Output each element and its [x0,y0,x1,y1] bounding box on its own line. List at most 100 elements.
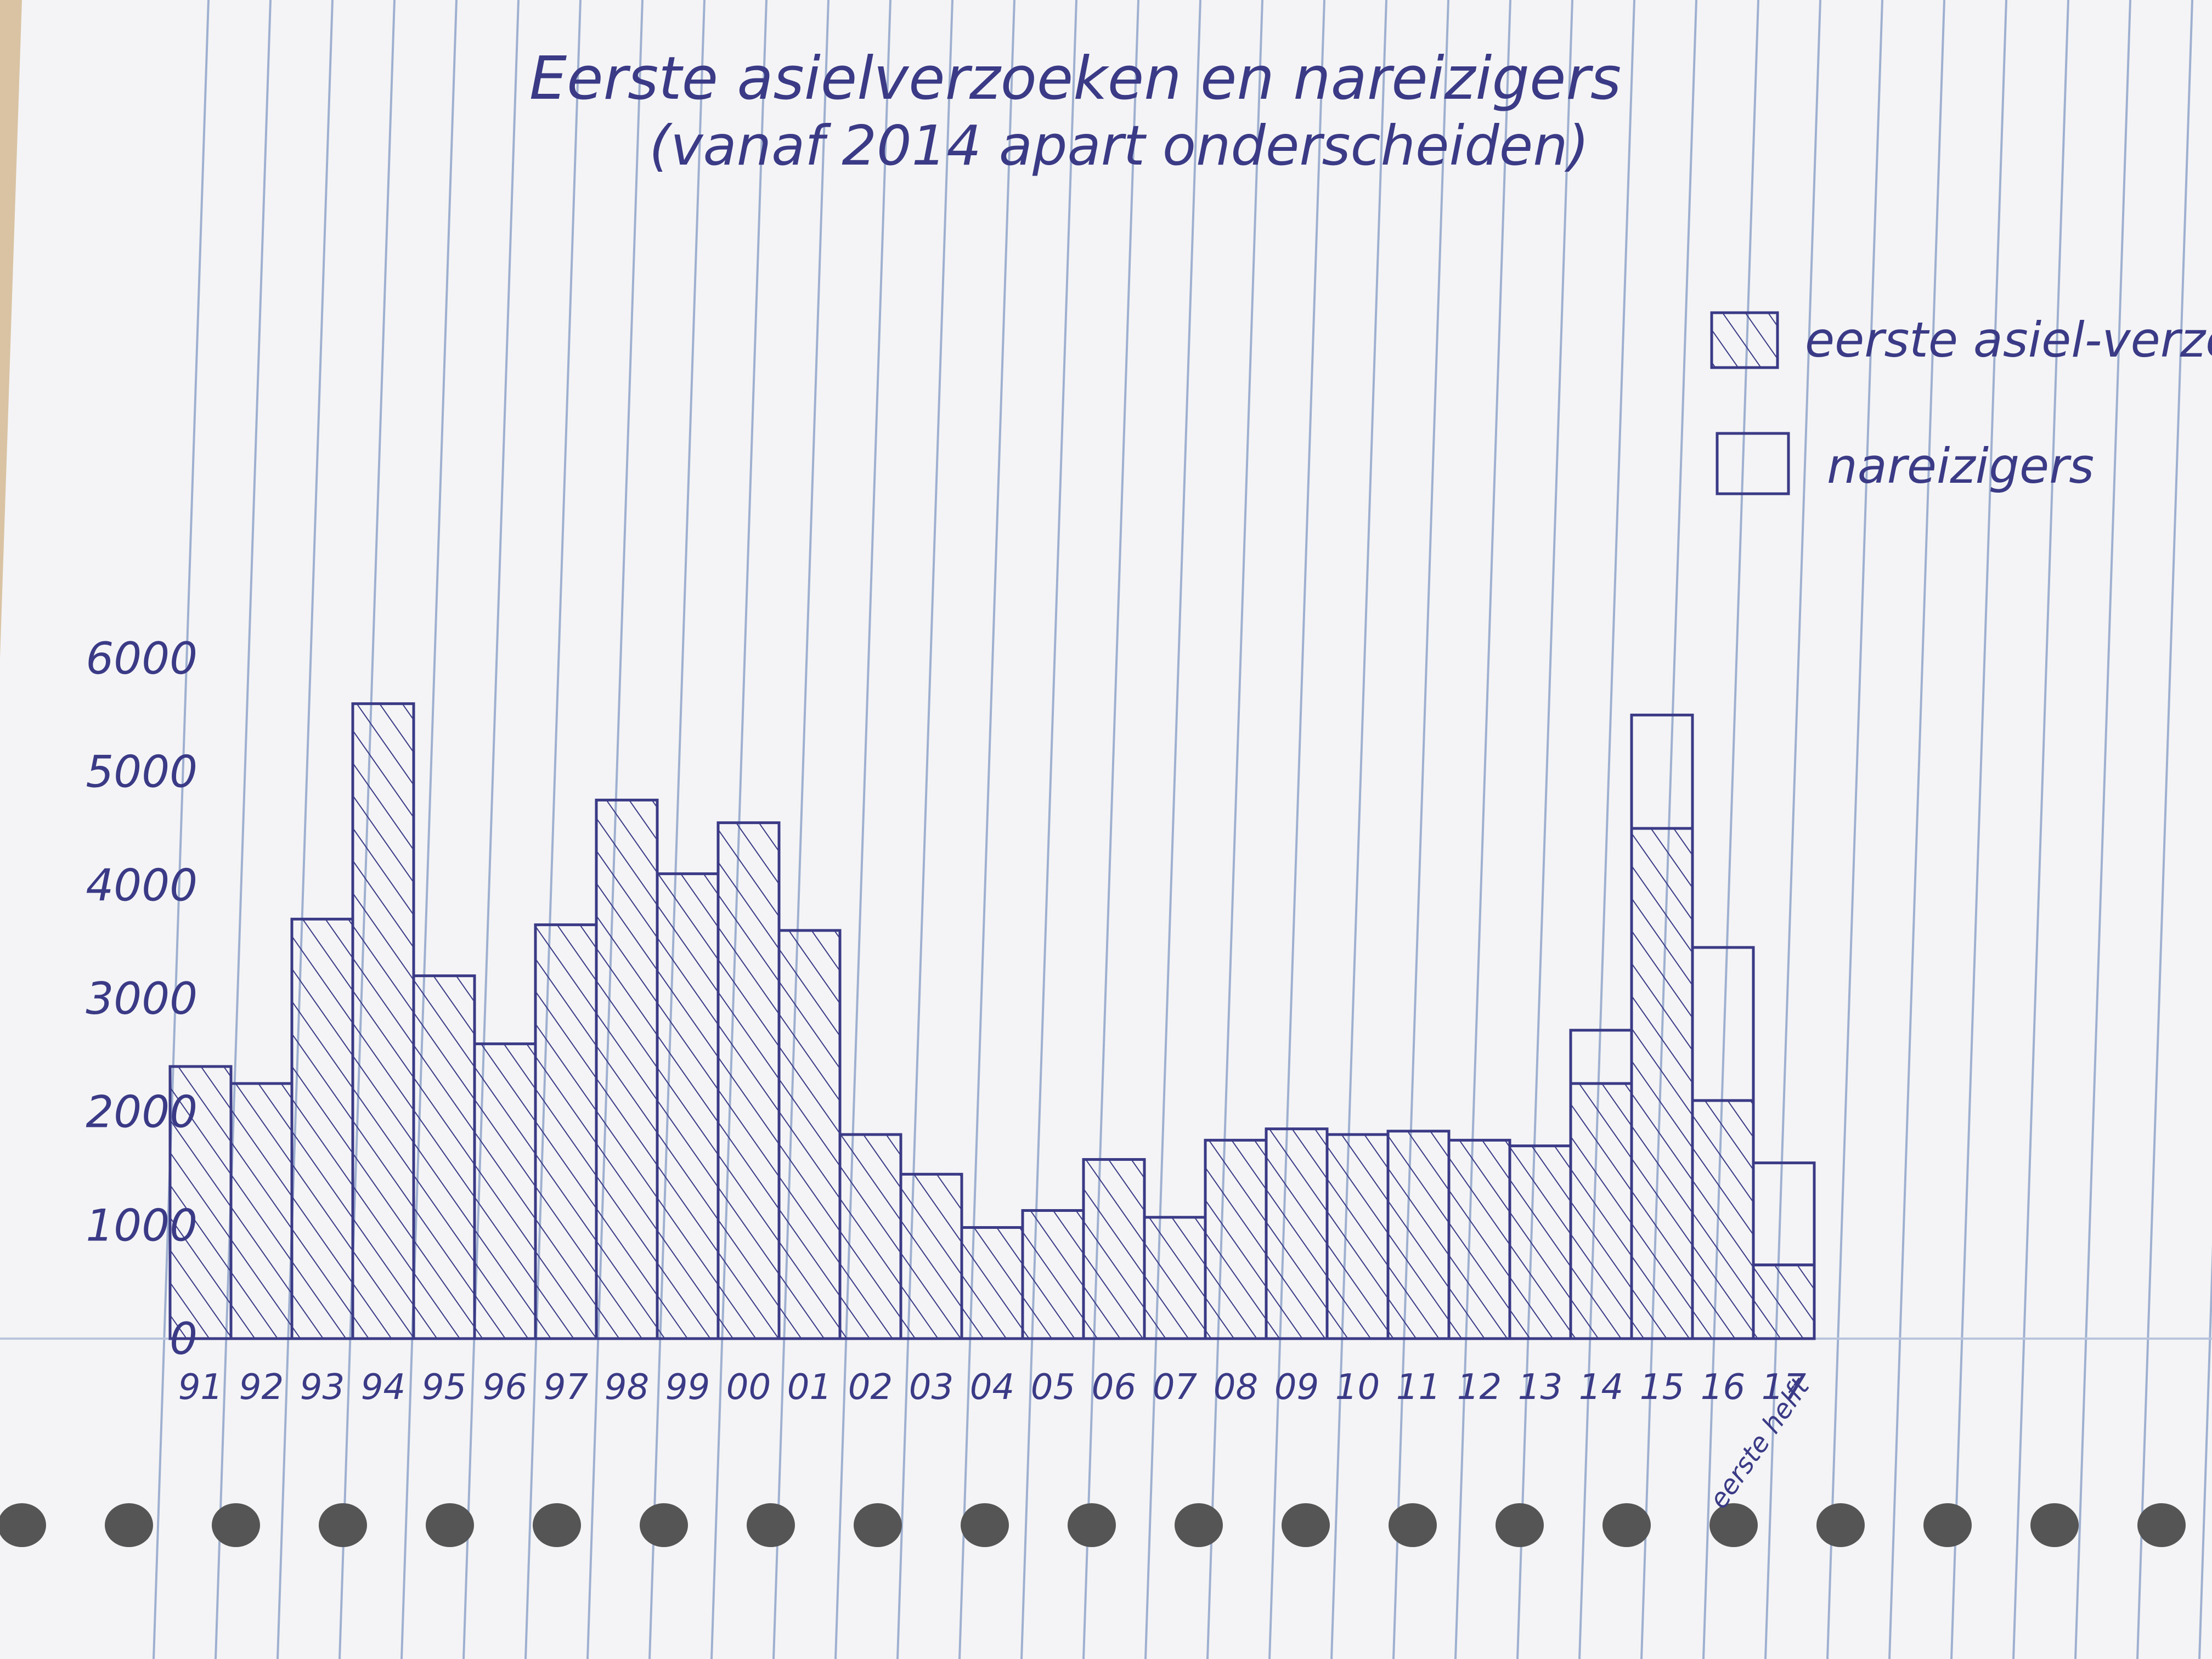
ruled-line [834,0,891,1659]
x-axis: 91 92 93 94 95 96 97 98 99 00 01 02 03 04 05 06 07 08 09 10… [170,1337,1814,1408]
binder-hole [854,1503,902,1547]
ruled-line [215,0,272,1659]
x-tick-label: 07 [1153,1367,1198,1408]
bar-eerste-asielverzoeken [777,929,842,1340]
bar-eerste-asielverzoeken [595,798,659,1340]
ruled-line [1206,0,1263,1659]
x-tick-label: 98 [605,1367,649,1408]
x-tick-label: 11 [1396,1367,1441,1408]
bar-nareizigers [1630,713,1694,830]
y-tick-label: 4000 [86,860,198,911]
ruled-line [1330,0,1387,1659]
legend-swatch-hatched [1710,311,1779,369]
x-tick-label: 95 [422,1367,466,1408]
chart-subtitle: (vanaf 2014 apart onderscheiden) [649,114,1589,178]
x-tick-label: 97 [544,1367,589,1408]
ruled-line [1764,0,1821,1659]
bar-eerste-asielverzoeken [1325,1133,1390,1340]
bar-eerste-asielverzoeken [1752,1263,1816,1340]
y-tick-label: 6000 [86,633,198,684]
x-tick-label: 91 [178,1367,223,1408]
bar-nareizigers [1691,946,1755,1102]
x-tick-label: 15 [1640,1367,1684,1408]
bar-eerste-asielverzoeken [1447,1138,1511,1340]
bar-eerste-asielverzoeken [1630,827,1694,1340]
legend-label-nareizigers: nareizigers [1827,438,2094,494]
binder-hole [1175,1503,1223,1547]
ruled-line [958,0,1015,1659]
bar-eerste-asielverzoeken [1143,1216,1207,1340]
ruled-line [1392,0,1449,1659]
ruled-line [524,0,582,1659]
binder-hole [1923,1503,1972,1547]
x-tick-label: 93 [300,1367,345,1408]
ruled-line [153,0,210,1659]
ruled-line [1826,0,1883,1659]
x-tick-label: 09 [1274,1367,1319,1408]
bar-eerste-asielverzoeken [1569,1082,1633,1340]
x-tick-label: 16 [1701,1367,1745,1408]
ruled-line [462,0,520,1659]
binder-hole [0,1503,46,1547]
ruled-line [1082,0,1139,1659]
x-tick-label: 96 [483,1367,527,1408]
bar-eerste-asielverzoeken [473,1042,537,1340]
x-tick-label: 00 [726,1367,771,1408]
bar-eerste-asielverzoeken [1082,1158,1146,1340]
bar-eerste-asielverzoeken [290,917,354,1340]
x-tick-label: 12 [1457,1367,1502,1408]
bar-eerste-asielverzoeken [351,702,415,1340]
ruled-line [1702,0,1759,1659]
chart-title: Eerste asielverzoeken en nareizigers [529,44,1621,113]
binder-hole [1816,1503,1865,1547]
x-tick-label: 17 [1762,1367,1807,1408]
legend: eerste asiel-verzoeken nareizigers [1710,311,2212,495]
x-tick-label: 05 [1031,1367,1075,1408]
ruled-line [400,0,458,1659]
binder-hole [105,1503,153,1547]
ruled-line [1454,0,1511,1659]
binder-hole [426,1503,474,1547]
binder-hole [1068,1503,1116,1547]
bar-eerste-asielverzoeken [229,1082,294,1340]
ruled-line [2074,0,2131,1659]
bar-eerste-asielverzoeken [899,1172,963,1340]
bar-eerste-asielverzoeken [960,1226,1024,1340]
x-tick-label: 13 [1518,1367,1562,1408]
binder-hole [1602,1503,1651,1547]
ruled-line [1268,0,1325,1659]
bar-eerste-asielverzoeken [1508,1144,1572,1340]
legend-label-eerste-asielverzoeken: eerste asiel-verzoeken [1805,312,2212,368]
binder-hole [319,1503,367,1547]
bar-eerste-asielverzoeken [168,1065,233,1340]
binder-hole [640,1503,688,1547]
binder-hole [533,1503,581,1547]
ruled-line [1020,0,1077,1659]
ruled-line [276,0,334,1659]
binder-hole [1282,1503,1330,1547]
ruled-line [2136,0,2193,1659]
ruled-line [648,0,706,1659]
bar-eerste-asielverzoeken [1386,1130,1451,1340]
x-tick-label: 14 [1579,1367,1623,1408]
x-tick-label: 08 [1214,1367,1258,1408]
bar-eerste-asielverzoeken [1691,1099,1755,1340]
bar-eerste-asielverzoeken [716,821,781,1340]
y-tick-label: 5000 [86,747,198,798]
ruled-line [1578,0,1635,1659]
bar-nareizigers [1752,1161,1816,1267]
binder-hole [2030,1503,2079,1547]
bar-eerste-asielverzoeken [838,1133,902,1340]
ruled-line [1516,0,1573,1659]
bar-eerste-asielverzoeken [1265,1127,1329,1340]
bar-eerste-asielverzoeken [412,974,476,1340]
x-tick-label: 01 [787,1367,832,1408]
legend-swatch-open [1716,432,1790,495]
ruled-line [2012,0,2069,1659]
y-tick-label: 3000 [86,973,198,1024]
bars [168,702,1816,1340]
x-tick-label: 02 [848,1367,893,1408]
x-tick-label: 94 [361,1367,405,1408]
